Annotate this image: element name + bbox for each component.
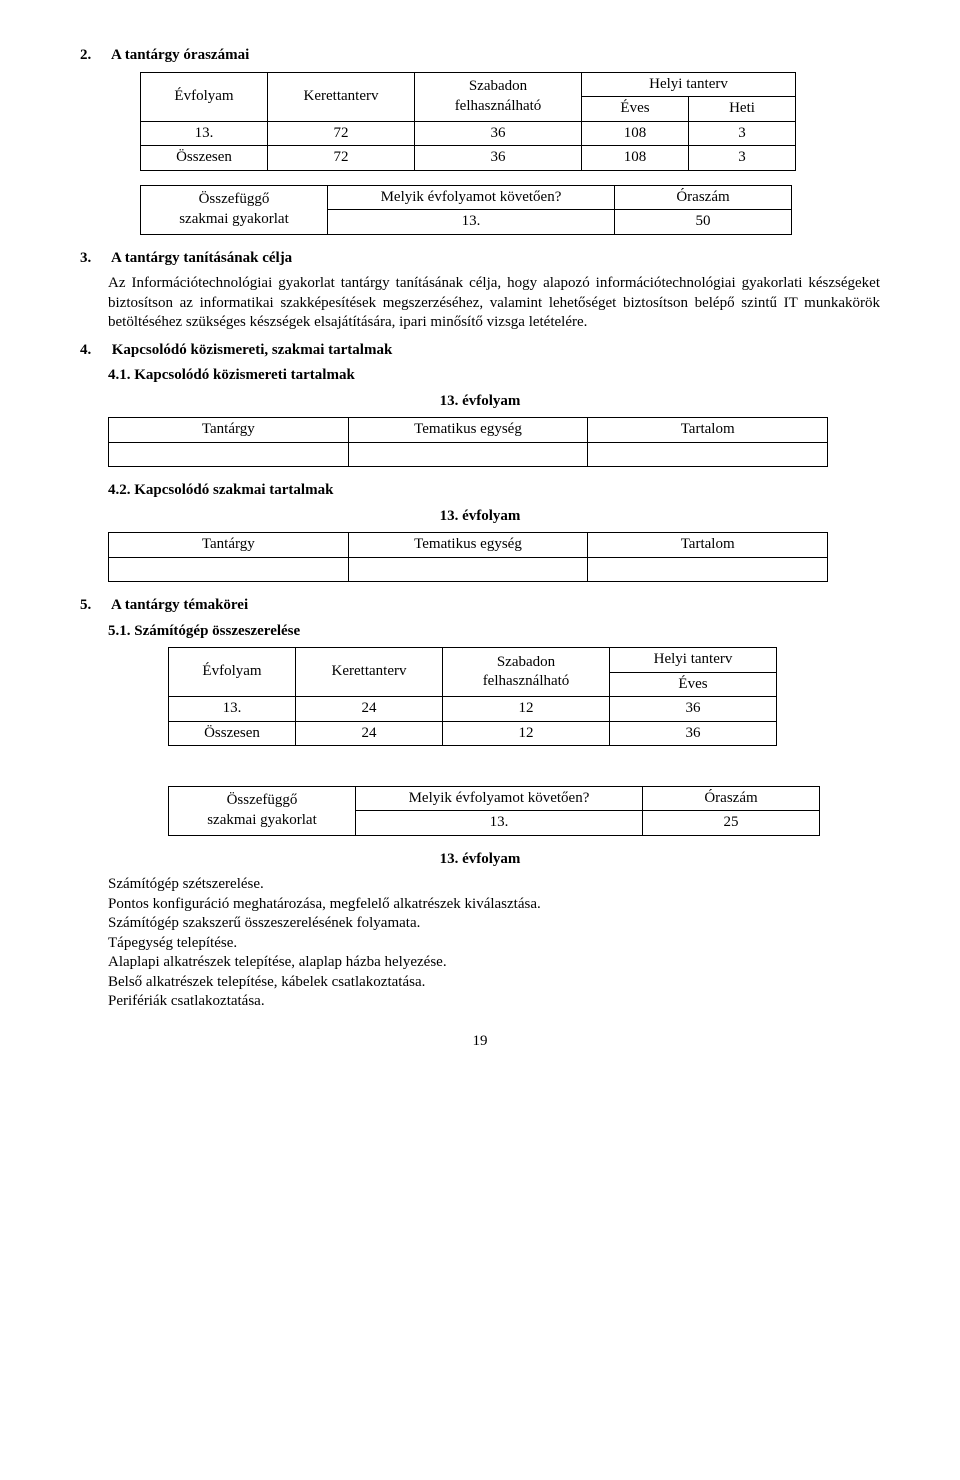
- section-4-num: 4.: [80, 341, 108, 361]
- th-helyi: Helyi tanterv: [610, 648, 777, 673]
- table-row: Összesen 72 36 108 3: [141, 146, 796, 171]
- th-szabadon: Szabadon felhasználható: [443, 648, 610, 697]
- section-2-hours-table: Évfolyam Kerettanterv Szabadon felhaszná…: [140, 72, 796, 171]
- list-item: Számítógép szétszerelése.: [108, 875, 880, 895]
- list-item: Tápegység telepítése.: [108, 934, 880, 954]
- page-number: 19: [80, 1032, 880, 1052]
- section-5-num: 5.: [80, 596, 108, 616]
- th-tartalom: Tartalom: [588, 418, 828, 443]
- section-5-heading: 5. A tantárgy témakörei: [80, 596, 880, 616]
- table-row: [109, 442, 828, 467]
- th-osszefuggo: Összefüggő szakmai gyakorlat: [169, 786, 356, 835]
- table-row: 13. 72 36 108 3: [141, 121, 796, 146]
- th-melyik: Melyik évfolyamot követően?: [356, 786, 643, 811]
- section-5-title: A tantárgy témakörei: [111, 597, 248, 613]
- th-szabadon-l2: felhasználható: [423, 97, 573, 117]
- th-tematikus: Tematikus egység: [348, 533, 588, 558]
- table-row: 13. 24 12 36: [169, 697, 777, 722]
- section-41-num: 4.1.: [108, 367, 131, 383]
- section-41-table: Tantárgy Tematikus egység Tartalom: [108, 417, 828, 467]
- th-osszefuggo-l2: szakmai gyakorlat: [149, 210, 319, 230]
- th-eves: Éves: [610, 672, 777, 697]
- section-4-heading: 4. Kapcsolódó közismereti, szakmai tarta…: [80, 341, 880, 361]
- th-kerettanterv: Kerettanterv: [296, 648, 443, 697]
- section-2-heading: 2. A tantárgy óraszámai: [80, 46, 880, 66]
- list-item: Számítógép szakszerű összeszerelésének f…: [108, 914, 880, 934]
- th-osszefuggo: Összefüggő szakmai gyakorlat: [141, 185, 328, 234]
- th-tantargy: Tantárgy: [109, 418, 349, 443]
- list-item: Alaplapi alkatrészek telepítése, alaplap…: [108, 953, 880, 973]
- section-51-heading: 5.1. Számítógép összeszerelése: [108, 622, 880, 642]
- th-osszefuggo-l1: Összefüggő: [177, 791, 347, 811]
- section-51-content-list: Számítógép szétszerelése. Pontos konfigu…: [108, 875, 880, 1012]
- section-2-num: 2.: [80, 46, 108, 66]
- th-helyi: Helyi tanterv: [582, 72, 796, 97]
- th-szabadon: Szabadon felhasználható: [415, 72, 582, 121]
- section-3-heading: 3. A tantárgy tanításának célja: [80, 249, 880, 269]
- section-41-heading: 4.1. Kapcsolódó közismereti tartalmak: [108, 366, 880, 386]
- section-3-title: A tantárgy tanításának célja: [111, 250, 292, 266]
- section-42-title: Kapcsolódó szakmai tartalmak: [134, 482, 333, 498]
- th-szabadon-l2: felhasználható: [451, 672, 601, 692]
- th-oraszam: Óraszám: [643, 786, 820, 811]
- section-2-title: A tantárgy óraszámai: [111, 47, 249, 63]
- th-szabadon-l1: Szabadon: [423, 77, 573, 97]
- section-51-hours-table: Évfolyam Kerettanterv Szabadon felhaszná…: [168, 647, 777, 746]
- th-melyik: Melyik évfolyamot követően?: [328, 185, 615, 210]
- list-item: Pontos konfiguráció meghatározása, megfe…: [108, 895, 880, 915]
- th-tematikus: Tematikus egység: [348, 418, 588, 443]
- section-51-practice-table: Összefüggő szakmai gyakorlat Melyik évfo…: [168, 786, 820, 836]
- th-evfolyam: Évfolyam: [141, 72, 268, 121]
- section-51-num: 5.1.: [108, 623, 131, 639]
- th-tartalom: Tartalom: [588, 533, 828, 558]
- th-evfolyam: Évfolyam: [169, 648, 296, 697]
- section-51-evfolyam: 13. évfolyam: [80, 850, 880, 870]
- section-41-evfolyam: 13. évfolyam: [80, 392, 880, 412]
- section-42-table: Tantárgy Tematikus egység Tartalom: [108, 532, 828, 582]
- list-item: Belső alkatrészek telepítése, kábelek cs…: [108, 973, 880, 993]
- section-3-num: 3.: [80, 249, 108, 269]
- section-42-heading: 4.2. Kapcsolódó szakmai tartalmak: [108, 481, 880, 501]
- th-szabadon-l1: Szabadon: [451, 653, 601, 673]
- list-item: Perifériák csatlakoztatása.: [108, 992, 880, 1012]
- table-row: [109, 557, 828, 582]
- th-osszefuggo-l2: szakmai gyakorlat: [177, 811, 347, 831]
- th-kerettanterv: Kerettanterv: [268, 72, 415, 121]
- table-row: Összesen 24 12 36: [169, 721, 777, 746]
- section-2-practice-table: Összefüggő szakmai gyakorlat Melyik évfo…: [140, 185, 792, 235]
- th-heti: Heti: [689, 97, 796, 122]
- section-41-title: Kapcsolódó közismereti tartalmak: [134, 367, 355, 383]
- section-4-title: Kapcsolódó közismereti, szakmai tartalma…: [112, 342, 393, 358]
- th-tantargy: Tantárgy: [109, 533, 349, 558]
- section-42-num: 4.2.: [108, 482, 131, 498]
- th-osszefuggo-l1: Összefüggő: [149, 190, 319, 210]
- section-51-title: Számítógép összeszerelése: [134, 623, 300, 639]
- section-42-evfolyam: 13. évfolyam: [80, 507, 880, 527]
- th-eves: Éves: [582, 97, 689, 122]
- th-oraszam: Óraszám: [615, 185, 792, 210]
- section-3-paragraph: Az Információtechnológiai gyakorlat tant…: [108, 274, 880, 333]
